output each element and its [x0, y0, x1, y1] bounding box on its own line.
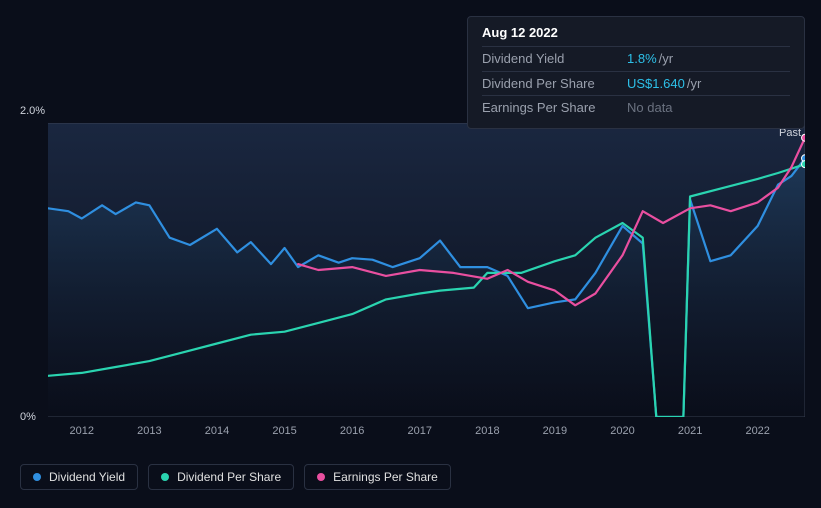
x-tick: 2018: [475, 425, 499, 437]
tooltip-row-value: US$1.640/yr: [627, 74, 701, 94]
dividend-chart: 2.0% 0% Past 201220132014201520162017201…: [20, 105, 805, 445]
tooltip-row-label: Earnings Per Share: [482, 98, 627, 118]
chart-tooltip: Aug 12 2022 Dividend Yield1.8%/yrDividen…: [467, 16, 805, 129]
legend-dot-icon: [161, 473, 169, 481]
tooltip-row-label: Dividend Per Share: [482, 74, 627, 94]
x-axis: 2012 2013 2014 2015 2016 2017 2018 2019 2020 2021…: [48, 425, 805, 445]
tooltip-row-value: 1.8%/yr: [627, 49, 673, 69]
tooltip-date: Aug 12 2022: [482, 25, 790, 40]
x-tick: 2012: [70, 425, 94, 437]
past-label: Past: [779, 127, 801, 139]
x-tick: 2019: [543, 425, 567, 437]
legend-label: Earnings Per Share: [333, 470, 438, 484]
tooltip-row: Dividend Yield1.8%/yr: [482, 46, 790, 71]
x-tick: 2014: [205, 425, 229, 437]
legend-item[interactable]: Dividend Yield: [20, 464, 138, 490]
plot-area[interactable]: [48, 123, 805, 417]
legend-item[interactable]: Dividend Per Share: [148, 464, 294, 490]
tooltip-row: Earnings Per ShareNo data: [482, 95, 790, 120]
legend-item[interactable]: Earnings Per Share: [304, 464, 451, 490]
legend-label: Dividend Per Share: [177, 470, 281, 484]
legend: Dividend Yield Dividend Per Share Earnings…: [20, 464, 451, 490]
tooltip-row-label: Dividend Yield: [482, 49, 627, 69]
legend-dot-icon: [317, 473, 325, 481]
legend-dot-icon: [33, 473, 41, 481]
x-tick: 2013: [137, 425, 161, 437]
x-tick: 2017: [407, 425, 431, 437]
tooltip-row-value: No data: [627, 98, 673, 118]
x-tick: 2021: [678, 425, 702, 437]
x-tick: 2015: [272, 425, 296, 437]
x-tick: 2020: [610, 425, 634, 437]
x-tick: 2022: [745, 425, 769, 437]
legend-label: Dividend Yield: [49, 470, 125, 484]
tooltip-row: Dividend Per ShareUS$1.640/yr: [482, 71, 790, 96]
y-axis-max: 2.0%: [20, 105, 45, 117]
x-tick: 2016: [340, 425, 364, 437]
y-axis-min: 0%: [20, 411, 36, 423]
